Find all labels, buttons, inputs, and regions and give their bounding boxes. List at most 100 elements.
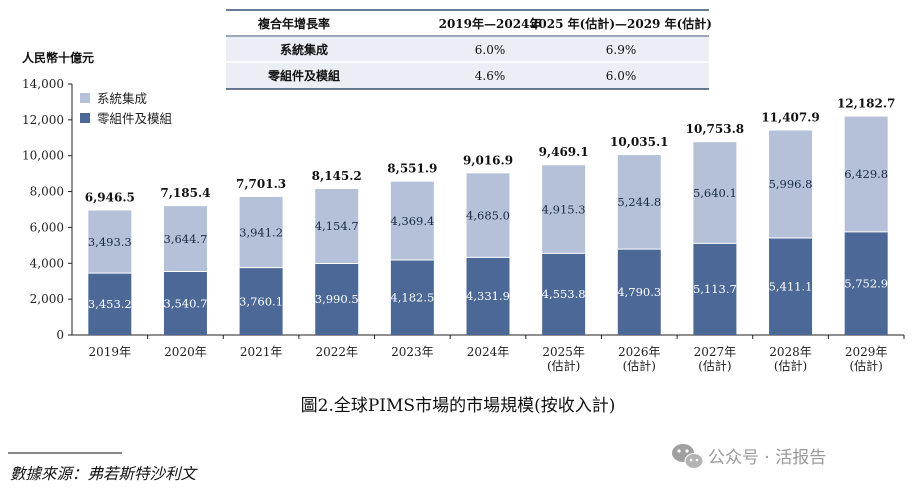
x-tick-label: (估計) bbox=[547, 358, 580, 373]
x-tick-label: (估計) bbox=[698, 358, 731, 373]
table-header-cagr: 複合年增長率 bbox=[257, 16, 330, 31]
bar-segment-top bbox=[693, 142, 737, 244]
x-tick-label: 2025年 bbox=[542, 345, 585, 359]
total-value-label: 8,551.9 bbox=[387, 162, 437, 176]
total-value-label: 7,701.3 bbox=[236, 177, 286, 191]
figure-caption: 圖2.全球PIMS市場的市場規模(按收入計) bbox=[301, 396, 616, 416]
bottom-value-label: 3,990.5 bbox=[315, 292, 359, 306]
bar-segment-bottom bbox=[239, 267, 283, 335]
watermark-text: 公众号 · 活报告 bbox=[708, 448, 826, 468]
x-tick-label: 2021年 bbox=[240, 345, 283, 359]
bar-segment-top bbox=[617, 155, 661, 250]
total-value-label: 6,946.5 bbox=[85, 190, 135, 204]
total-value-label: 9,016.9 bbox=[463, 153, 513, 167]
bar-segment-bottom bbox=[769, 237, 813, 335]
x-tick-label: 2020年 bbox=[164, 345, 207, 359]
bottom-value-label: 5,411.1 bbox=[769, 279, 813, 293]
y-axis-title: 人民幣十億元 bbox=[22, 50, 94, 65]
top-value-label: 4,685.0 bbox=[466, 208, 510, 222]
y-tick-label: 4,000 bbox=[30, 256, 64, 270]
y-tick-label: 2,000 bbox=[30, 292, 64, 306]
top-value-label: 4,154.7 bbox=[315, 219, 359, 233]
axes: 0 2,000 4,000 6,000 8,000 10,000 12,000 14,000 2… bbox=[22, 77, 905, 373]
y-tick-label: 14,000 bbox=[22, 77, 64, 91]
top-value-label: 5,640.1 bbox=[693, 186, 737, 200]
x-tick-label: (估計) bbox=[623, 358, 656, 373]
bar-segment-bottom bbox=[466, 257, 510, 335]
total-value-label: 7,185.4 bbox=[160, 186, 210, 200]
bar-segment-top bbox=[88, 210, 132, 274]
legend-label-bottom: 零組件及模組 bbox=[97, 111, 172, 126]
top-value-label: 3,493.3 bbox=[88, 235, 132, 249]
bar-segment-bottom bbox=[617, 249, 661, 335]
bottom-value-label: 5,113.7 bbox=[693, 282, 737, 296]
bar-segment-bottom bbox=[315, 263, 359, 335]
x-tick-label: 2023年 bbox=[391, 345, 434, 359]
bottom-value-label: 4,182.5 bbox=[390, 291, 434, 305]
bar-segment-top bbox=[769, 130, 813, 238]
x-tick-label: 2029年 bbox=[845, 345, 888, 359]
bars: 3,453.2 3,493.3 6,946.5 3,540.7 3,644.7 7,185… bbox=[85, 97, 895, 335]
bar-segment-top bbox=[542, 165, 586, 254]
bar-segment-bottom bbox=[88, 273, 132, 335]
x-tick-label: 2019年 bbox=[89, 345, 132, 359]
legend-label-top: 系統集成 bbox=[97, 91, 147, 106]
total-value-label: 9,469.1 bbox=[539, 145, 589, 159]
top-value-label: 6,429.8 bbox=[844, 167, 888, 181]
top-value-label: 3,941.2 bbox=[239, 225, 283, 239]
bar-segment-bottom bbox=[390, 260, 434, 335]
table-row-label: 零組件及模組 bbox=[267, 68, 340, 83]
top-value-label: 5,996.8 bbox=[769, 177, 813, 191]
wechat-icon bbox=[672, 444, 704, 469]
y-tick-label: 8,000 bbox=[30, 185, 64, 199]
total-value-label: 8,145.2 bbox=[312, 169, 362, 183]
top-value-label: 4,915.3 bbox=[542, 202, 586, 216]
top-value-label: 5,244.8 bbox=[617, 195, 661, 209]
bottom-value-label: 3,453.2 bbox=[88, 297, 132, 311]
bottom-value-label: 5,752.9 bbox=[844, 276, 888, 290]
y-tick-label: 12,000 bbox=[22, 113, 64, 127]
y-tick-label: 6,000 bbox=[30, 220, 64, 234]
y-tick-label: 0 bbox=[56, 328, 64, 342]
x-tick-label: 2022年 bbox=[315, 345, 358, 359]
data-source: 數據來源：弗若斯特沙利文 bbox=[10, 465, 199, 483]
bottom-value-label: 4,790.3 bbox=[617, 285, 661, 299]
watermark: 公众号 · 活报告 bbox=[672, 444, 826, 469]
legend-swatch-top bbox=[80, 93, 90, 103]
table-cell: 6.9% bbox=[606, 43, 637, 57]
x-tick-label: 2024年 bbox=[467, 345, 510, 359]
y-tick-label: 10,000 bbox=[22, 149, 64, 163]
bar-segment-top bbox=[390, 181, 434, 261]
bar-segment-top bbox=[239, 196, 283, 268]
bar-segment-bottom bbox=[542, 253, 586, 335]
cagr-table: 複合年增長率 2019年—2024年 2025 年(估計)—2029 年(估計)… bbox=[226, 9, 712, 90]
table-cell: 6.0% bbox=[606, 69, 637, 83]
bar-segment-bottom bbox=[163, 271, 207, 335]
x-tick-label: (估計) bbox=[849, 358, 882, 373]
x-tick-label: (估計) bbox=[774, 358, 807, 373]
total-value-label: 11,407.9 bbox=[761, 110, 819, 124]
legend: 系統集成 零組件及模組 bbox=[80, 91, 172, 126]
bar-segment-top bbox=[315, 188, 359, 264]
legend-swatch-bottom bbox=[80, 113, 90, 123]
table-row-label: 系統集成 bbox=[280, 42, 328, 57]
bar-segment-bottom bbox=[693, 243, 737, 335]
top-value-label: 3,644.7 bbox=[164, 232, 208, 246]
bar-segment-top bbox=[466, 173, 510, 258]
bottom-value-label: 4,331.9 bbox=[466, 289, 510, 303]
table-header-period2: 2025 年(估計)—2029 年(估計) bbox=[530, 16, 712, 31]
table-cell: 4.6% bbox=[475, 69, 506, 83]
bottom-value-label: 3,760.1 bbox=[239, 294, 283, 308]
total-value-label: 10,035.1 bbox=[610, 135, 668, 149]
bar-segment-bottom bbox=[844, 231, 888, 335]
table-header-period1: 2019年—2024年 bbox=[439, 16, 542, 31]
x-tick-label: 2026年 bbox=[618, 345, 661, 359]
bar-segment-top bbox=[163, 206, 207, 272]
bottom-value-label: 3,540.7 bbox=[164, 296, 208, 310]
x-tick-label: 2027年 bbox=[694, 345, 737, 359]
total-value-label: 12,182.7 bbox=[837, 97, 895, 111]
bottom-value-label: 4,553.8 bbox=[542, 287, 586, 301]
bar-segment-top bbox=[844, 116, 888, 232]
x-tick-label: 2028年 bbox=[769, 345, 812, 359]
